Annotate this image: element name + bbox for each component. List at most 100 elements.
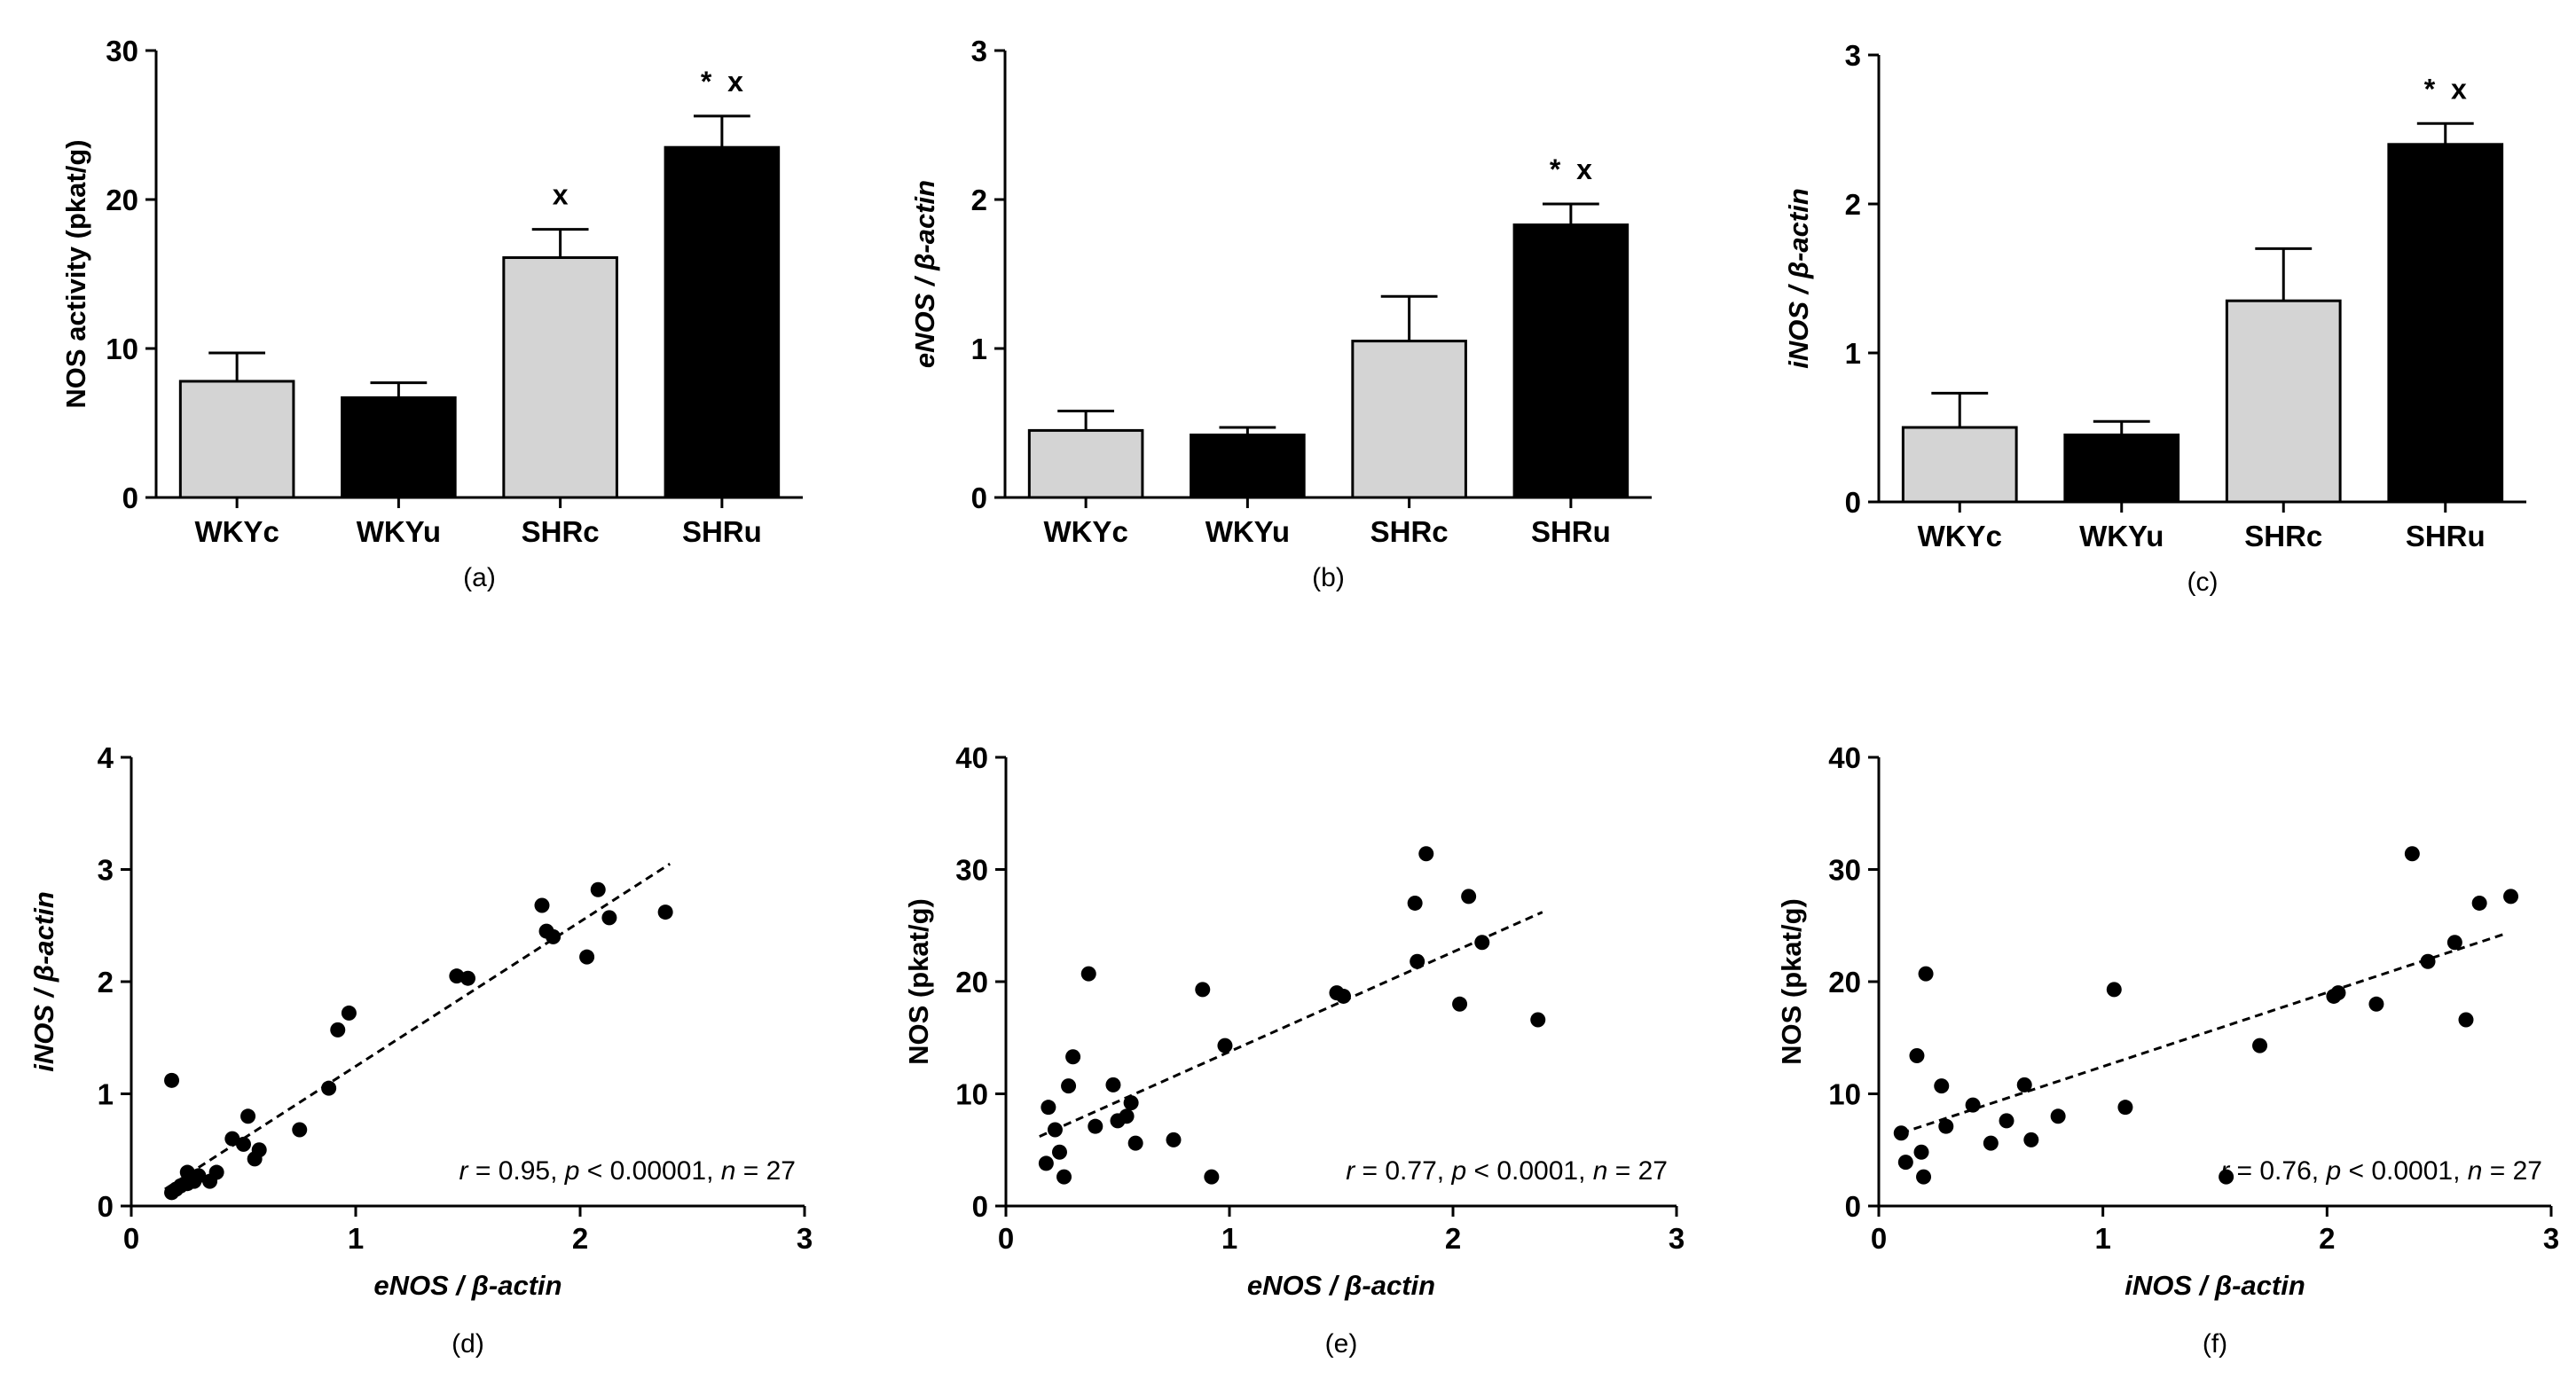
y-tick-label: 10 — [955, 1078, 988, 1111]
x-tick-label: 1 — [348, 1222, 364, 1255]
stat-stat-p: p — [564, 1156, 580, 1186]
y-tick-label: 3 — [98, 854, 114, 887]
y-tick-label: 0 — [972, 1190, 988, 1223]
bar-WKYc — [178, 380, 295, 499]
data-point — [1119, 1108, 1135, 1124]
bar-WKYc — [1901, 426, 2018, 504]
data-point — [2219, 1169, 2234, 1185]
chart-a: 0 10 20 30 WKYc WKYu SHRc x SHRu * x NOS activity … — [60, 35, 803, 592]
data-point — [1204, 1169, 1220, 1185]
data-point — [164, 1072, 180, 1088]
data-point — [1418, 846, 1434, 862]
y-tick-label: 2 — [1845, 188, 1861, 221]
data-point — [657, 905, 673, 920]
category-label: SHRc — [1370, 515, 1449, 548]
data-point — [1123, 1095, 1139, 1111]
x-tick-label: 2 — [572, 1222, 588, 1255]
panel-label: (d) — [452, 1329, 484, 1359]
data-point — [1909, 1047, 1925, 1063]
category-label: SHRc — [522, 515, 600, 548]
x-axis-label: eNOS / β-actin — [373, 1270, 562, 1301]
stat-stat-n: n — [1593, 1156, 1608, 1186]
data-point — [1938, 1118, 1954, 1134]
regression-line — [1039, 911, 1543, 1138]
data-point — [546, 928, 562, 944]
data-point — [224, 1131, 240, 1147]
x-axis-label: iNOS / β-actin — [2124, 1270, 2305, 1301]
stats-annotation: r = 0.77, p < 0.0001, n = 27 — [1346, 1156, 1668, 1186]
y-tick-label: 10 — [106, 333, 138, 365]
data-point — [1474, 935, 1490, 951]
chart-f: 0 10 20 30 40 0 1 2 3 r = 0.76, p < 0.0001, n = 2… — [1776, 741, 2559, 1359]
bar-WKYu — [2063, 433, 2180, 504]
data-point — [2404, 846, 2420, 862]
data-point — [579, 949, 595, 965]
data-point — [2117, 1100, 2133, 1116]
data-point — [2106, 982, 2122, 998]
chart-b: 0 1 2 3 WKYc WKYu SHRc SHRu * x eNOS / β-actin (b) — [909, 35, 1652, 592]
data-point — [1051, 1144, 1067, 1160]
y-axis-label: iNOS / β-actin — [28, 891, 59, 1072]
stats-annotation: r = 0.76, p < 0.0001, n = 27 — [2220, 1156, 2542, 1186]
regression-line — [164, 862, 671, 1191]
y-tick-label: 2 — [971, 184, 987, 216]
category-label: SHRu — [1531, 515, 1611, 548]
data-point — [2420, 953, 2436, 969]
data-point — [236, 1136, 251, 1152]
data-point — [2368, 996, 2384, 1012]
y-tick-label: 20 — [106, 184, 138, 216]
data-point — [534, 897, 550, 913]
y-tick-label: 20 — [1828, 966, 1861, 999]
y-tick-label: 30 — [1828, 854, 1861, 887]
data-point — [1056, 1169, 1072, 1185]
data-point — [1461, 889, 1477, 905]
stat-stat-p: p — [1450, 1156, 1466, 1186]
chart-d: 0 1 2 3 4 0 1 2 3 r = 0.95, p < 0.00001, n = 27 eN… — [28, 741, 813, 1359]
data-point — [341, 1005, 357, 1021]
chart-c: 0 1 2 3 WKYc WKYu SHRc SHRu * x iNOS / β-actin (c) — [1783, 39, 2526, 597]
data-point — [460, 970, 475, 986]
y-tick-label: 1 — [98, 1078, 114, 1111]
x-tick-label: 3 — [797, 1222, 813, 1255]
significance-marker: * x — [2424, 73, 2467, 105]
panel-label: (a) — [463, 563, 496, 592]
x-tick-label: 3 — [2543, 1222, 2559, 1255]
data-point — [2330, 985, 2346, 1001]
panel-label: (b) — [1312, 563, 1345, 592]
category-label: SHRu — [2406, 520, 2486, 552]
data-point — [1105, 1077, 1121, 1092]
category-label: WKYc — [1043, 515, 1127, 548]
y-axis-label: iNOS / β-actin — [1783, 188, 1814, 369]
data-point — [1088, 1118, 1103, 1134]
x-tick-label: 1 — [2094, 1222, 2110, 1255]
category-label: WKYu — [1206, 515, 1290, 548]
data-point — [590, 881, 606, 897]
stat-stat-p: p — [2325, 1156, 2341, 1186]
stat-stat-r: r — [459, 1156, 469, 1186]
stat-stat-n_val: = 27 — [735, 1156, 796, 1186]
y-tick-label: 2 — [98, 966, 114, 999]
stat-stat-n_val: = 27 — [2482, 1156, 2542, 1186]
chart-e: 0 10 20 30 40 0 1 2 3 r = 0.77, p < 0.0001, n = 2… — [903, 741, 1685, 1359]
stat-stat-p_val: < 0.00001, — [579, 1156, 720, 1186]
data-point — [1080, 966, 1096, 982]
category-label: SHRu — [682, 515, 762, 548]
data-point — [1916, 1169, 1932, 1185]
data-point — [1047, 1122, 1063, 1138]
category-label: WKYu — [2079, 520, 2164, 552]
x-axis-label: eNOS / β-actin — [1247, 1270, 1435, 1301]
stat-stat-n: n — [721, 1156, 736, 1186]
x-tick-label: 2 — [1445, 1222, 1461, 1255]
data-point — [2023, 1132, 2039, 1147]
panel-label: (c) — [2187, 568, 2219, 597]
significance-marker: x — [553, 179, 569, 211]
data-point — [449, 968, 465, 984]
data-point — [1166, 1132, 1182, 1147]
y-tick-label: 20 — [955, 966, 988, 999]
data-point — [1934, 1078, 1950, 1094]
bar-SHRu — [1512, 223, 1630, 499]
data-point — [1918, 966, 1934, 982]
y-tick-label: 0 — [971, 482, 987, 514]
y-axis-label: NOS (pkat/g) — [903, 898, 934, 1065]
y-tick-label: 4 — [98, 741, 114, 774]
